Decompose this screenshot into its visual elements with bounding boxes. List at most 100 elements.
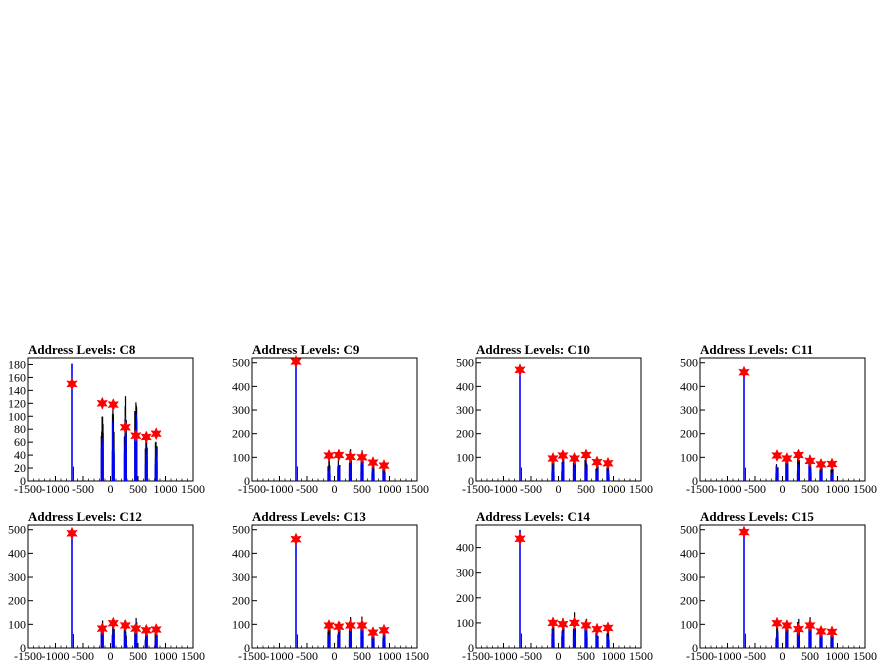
peak-marker — [333, 620, 345, 634]
y-tick-label: 500 — [680, 356, 698, 370]
x-tick-label: -1000 — [266, 482, 294, 496]
histogram-bars — [134, 413, 138, 482]
x-tick-label: 1000 — [826, 482, 850, 496]
peak-marker — [557, 617, 569, 631]
peak-marker — [130, 621, 142, 636]
histogram-bars — [775, 630, 779, 649]
histogram-bars — [360, 456, 364, 482]
peak-marker — [107, 616, 119, 630]
peak-marker — [119, 420, 132, 434]
y-tick-label: 100 — [456, 450, 474, 464]
histogram-bars — [561, 629, 565, 649]
peak-marker — [96, 396, 108, 410]
plot-frame — [251, 357, 418, 482]
x-tick-label: -500 — [72, 649, 94, 663]
y-tick-label: 400 — [456, 541, 474, 555]
peak-marker — [290, 354, 302, 369]
x-tick-label: 1500 — [629, 482, 653, 496]
x-tick-label: 0 — [780, 649, 786, 663]
y-tick-label: 500 — [8, 523, 26, 537]
y-tick-label: 180 — [8, 357, 26, 371]
peak-marker — [66, 377, 78, 391]
peak-marker — [792, 622, 805, 636]
histogram-panel: Address Levels: C13 0 100 200 300 400 500 -1500… — [232, 509, 429, 663]
peak-marker — [557, 448, 569, 463]
peak-marker — [771, 448, 783, 463]
peak-marker — [344, 618, 357, 633]
x-tick-label: 1500 — [853, 649, 877, 663]
histogram-bars — [819, 632, 823, 649]
peak-marker — [602, 621, 614, 635]
histogram-bars — [144, 632, 148, 649]
y-tick-label: 500 — [232, 523, 250, 537]
peak-marker — [344, 450, 357, 464]
plot-frame — [27, 524, 194, 649]
x-tick-label: -500 — [744, 482, 766, 496]
histogram-bars — [584, 623, 588, 649]
histogram-bars — [584, 461, 588, 482]
y-tick-label: 400 — [232, 379, 250, 393]
y-tick-label: 100 — [8, 409, 26, 423]
x-tick-label: 1000 — [154, 482, 178, 496]
peak-marker — [738, 525, 750, 539]
x-tick-label: 0 — [556, 482, 562, 496]
y-tick-label: 300 — [456, 566, 474, 580]
y-tick-label: 200 — [232, 427, 250, 441]
x-tick-label: -1500 — [686, 482, 714, 496]
y-tick-label: 80 — [14, 422, 26, 436]
y-tick-label: 0 — [244, 474, 250, 488]
peak-marker — [130, 429, 142, 443]
x-tick-label: 1500 — [405, 649, 429, 663]
y-tick-label: 100 — [232, 617, 250, 631]
histogram-bars — [360, 625, 364, 649]
histogram-bars — [808, 628, 812, 649]
histogram-panel: Address Levels: C11 0 100 200 300 400 500 -1500… — [680, 342, 877, 496]
x-tick-label: 500 — [577, 482, 595, 496]
panel-title: Address Levels: C14 — [476, 509, 590, 524]
x-tick-label: -500 — [744, 649, 766, 663]
histogram-panel: Address Levels: C90100200300400500-1500-… — [232, 342, 429, 496]
plot-frame — [27, 357, 194, 482]
peak-marker — [140, 623, 152, 637]
y-tick-label: 500 — [680, 523, 698, 537]
peak-marker — [356, 618, 368, 633]
peak-marker — [826, 457, 838, 471]
x-tick-label: -1500 — [686, 649, 714, 663]
peak-marker — [140, 430, 152, 444]
peak-marker — [591, 455, 603, 469]
histogram-bars — [785, 464, 789, 482]
histogram-bars — [100, 438, 104, 482]
x-tick-label: 1000 — [826, 649, 850, 663]
peak-marker — [333, 448, 345, 462]
y-tick-label: 0 — [20, 474, 26, 488]
x-tick-label: -1000 — [266, 649, 294, 663]
peak-marker — [378, 458, 390, 473]
peak-marker — [781, 451, 793, 466]
peak-marker — [107, 397, 119, 412]
plot-frame — [699, 357, 866, 482]
histogram-bars — [830, 471, 834, 482]
x-tick-label: 500 — [801, 649, 819, 663]
y-tick-label: 500 — [456, 356, 474, 370]
y-tick-label: 140 — [8, 383, 26, 397]
y-tick-label: 300 — [680, 403, 698, 417]
y-tick-label: 400 — [680, 379, 698, 393]
y-tick-label: 100 — [680, 450, 698, 464]
peak-marker — [781, 618, 793, 633]
histogram-bars — [808, 461, 812, 482]
peak-marker — [602, 456, 614, 470]
peak-marker — [66, 526, 78, 540]
histogram-bars — [123, 416, 127, 482]
x-tick-label: -500 — [520, 482, 542, 496]
peak-marker — [290, 532, 302, 546]
plot-frame — [475, 357, 642, 482]
panel-title: Address Levels: C10 — [476, 342, 590, 357]
x-tick-label: -500 — [520, 649, 542, 663]
histogram-bars — [819, 469, 823, 482]
panel-title: Address Levels: C12 — [28, 509, 142, 524]
y-tick-label: 200 — [680, 594, 698, 608]
y-tick-label: 300 — [232, 403, 250, 417]
peak-marker — [547, 616, 559, 630]
histogram-bars — [830, 632, 834, 649]
